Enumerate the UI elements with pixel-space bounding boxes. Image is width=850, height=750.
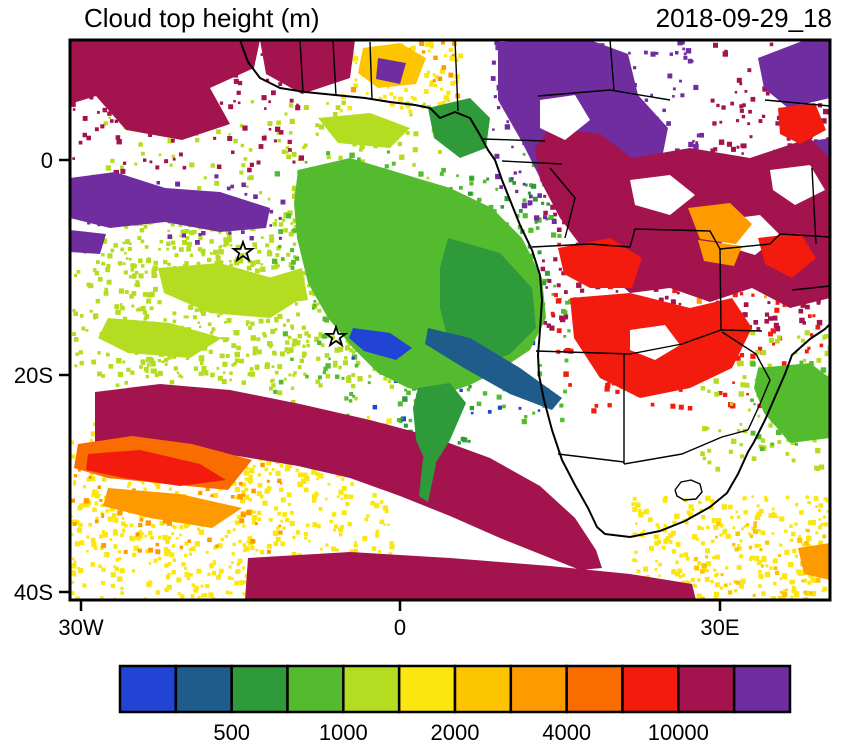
x-tick-label: 30W [58, 615, 103, 640]
chart-title: Cloud top height (m) [84, 3, 320, 33]
colorbar-cell [174, 664, 233, 714]
colorbar-cell [732, 664, 792, 714]
colorbar-cell [509, 664, 568, 714]
cloud-region-purple-tr-corner [758, 40, 830, 108]
cloud-region-maroon-bottomstrip [245, 552, 696, 600]
cloud-region-red-tr [778, 103, 826, 144]
colorbar-label: 10000 [648, 720, 709, 745]
cloud-region-maroon-topleft [70, 40, 260, 140]
y-tick-label: 0 [41, 148, 53, 173]
x-tick-label: 30E [700, 615, 739, 640]
colorbar-label: 500 [213, 720, 250, 745]
cloud-region-maroon-topstrip [260, 40, 355, 94]
colorbar-cell [565, 664, 624, 714]
timestamp-label: 2018-09-29_18 [656, 3, 832, 33]
cloud-region-lg-patch3 [318, 113, 410, 148]
cloud-region-red-r3 [758, 233, 816, 278]
cloud-region-deck-dark [440, 238, 536, 368]
country-borders [299, 40, 830, 501]
cloud-region-red-storm [86, 450, 226, 486]
star-marker [323, 324, 349, 348]
star-marker [230, 239, 256, 263]
station-markers [230, 239, 349, 348]
cloud-region-deck-tongue [413, 383, 466, 472]
colorbar-cell [621, 664, 680, 714]
colorbar-cell [453, 664, 513, 714]
colorbar: 500 1000 2000 4000 10000 [118, 664, 792, 745]
cloud-region-green-right [754, 363, 830, 443]
colorbar-cell [342, 664, 401, 714]
map-content [70, 40, 830, 600]
cloud-region-red-r1 [558, 238, 642, 288]
colorbar-cell [397, 664, 457, 714]
map-frame [68, 38, 832, 602]
colorbar-cell [286, 664, 345, 714]
cloud-region-deck-spike [419, 458, 436, 502]
map-plot [68, 38, 832, 602]
cloud-region-purple-top-spot [376, 58, 406, 84]
cloud-region-coastal-dkgreen [428, 98, 490, 158]
colorbar-label: 1000 [319, 720, 368, 745]
colorbar-label: 4000 [542, 720, 591, 745]
cloud-region-orange-br-edge [798, 543, 830, 580]
colorbar-cell [230, 664, 289, 714]
cloud-region-orange-r1 [688, 203, 752, 244]
cloud-region-gap3 [770, 165, 825, 205]
cloud-region-gap1 [630, 175, 695, 215]
colorbar-cell [118, 664, 178, 714]
colorbar-cell [677, 664, 736, 714]
y-tick-label: 40S [14, 580, 53, 605]
x-tick-label: 0 [394, 615, 406, 640]
cloud-region-lg-patch2 [98, 318, 222, 358]
coastline [239, 40, 830, 538]
cloud-region-blue-patch [349, 328, 412, 360]
cloud-region-purple-band-left [70, 172, 270, 232]
cloud-region-purple-band-left2 [70, 230, 106, 254]
cloud-regions [70, 40, 830, 600]
cloud-region-orange-storm2 [103, 488, 242, 528]
cloud-region-lg-wedge [218, 268, 308, 310]
y-tick-label: 20S [14, 363, 53, 388]
cloud-region-steel-streak [425, 328, 562, 410]
cloud-region-maroon-band [95, 384, 602, 570]
cloud-region-gap4 [540, 95, 590, 140]
colorbar-label: 2000 [431, 720, 480, 745]
